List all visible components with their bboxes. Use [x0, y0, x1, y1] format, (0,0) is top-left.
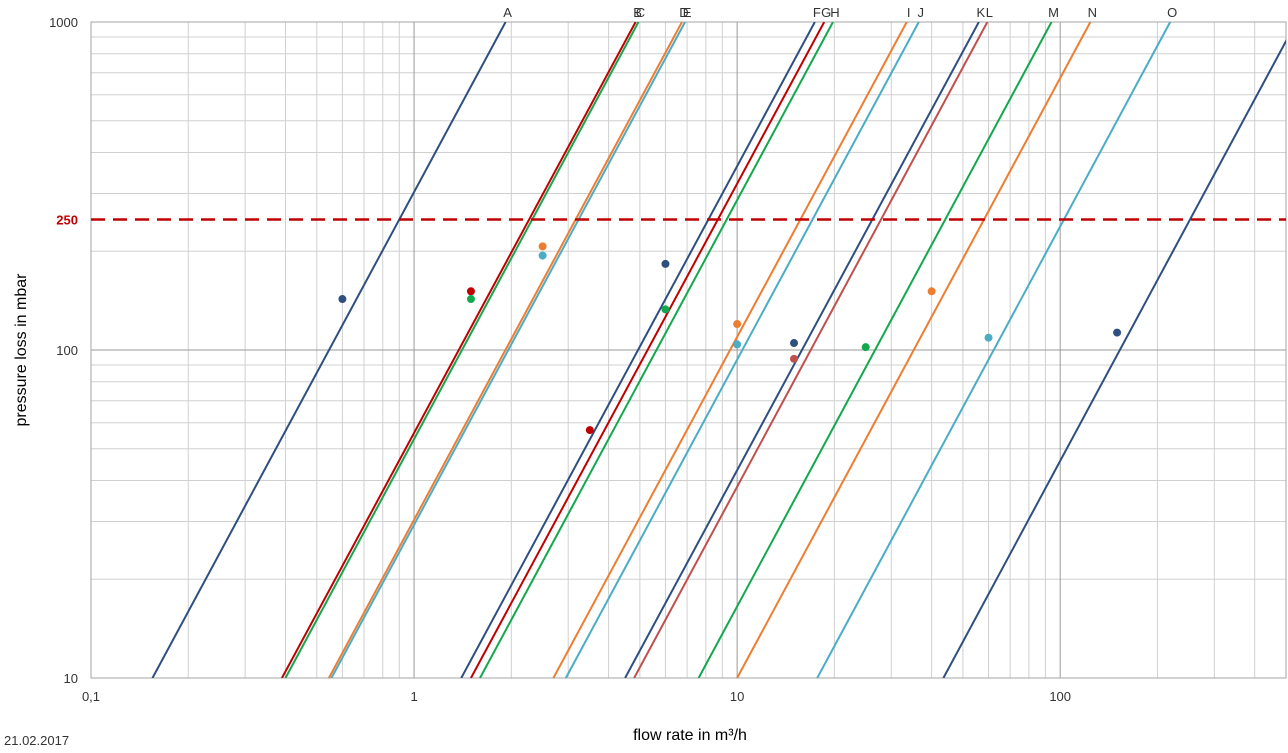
operating-point-d: [538, 242, 547, 251]
reference-line-label: 250: [56, 212, 78, 227]
date-stamp: 21.02.2017: [4, 733, 70, 748]
series-labels: ABCDEFGHIJKLMNOP: [503, 5, 1177, 20]
series-line-i: [552, 22, 908, 678]
series-label-m: M: [1048, 5, 1059, 20]
operating-point-e: [538, 251, 547, 260]
series-label-j: J: [918, 5, 925, 20]
series-line-a: [151, 22, 507, 678]
operating-point-f: [661, 259, 670, 268]
operating-point-a: [338, 295, 347, 304]
operating-point-b: [466, 287, 475, 296]
y-tick-label: 1000: [49, 15, 78, 30]
operating-point-m: [861, 343, 870, 352]
series-label-c: C: [636, 5, 645, 20]
operating-point-p: [1113, 328, 1122, 337]
series-line-p: [942, 38, 1286, 678]
series-line-l: [633, 22, 989, 678]
series-label-e: E: [683, 5, 692, 20]
series-label-b: B: [633, 5, 642, 20]
operating-point-l: [790, 354, 799, 363]
operating-point-j: [733, 340, 742, 349]
operating-point-o: [984, 333, 993, 342]
series-line-h: [479, 22, 834, 678]
series-label-o: O: [1167, 5, 1177, 20]
operating-point-i: [733, 320, 742, 329]
y-tick-labels: 10 100 1000: [49, 15, 78, 686]
series-label-k: K: [977, 5, 986, 20]
reference-line-group: 250: [56, 212, 1286, 227]
x-tick-label: 100: [1049, 689, 1071, 704]
series-label-l: L: [986, 5, 993, 20]
y-tick-label: 100: [56, 343, 78, 358]
y-tick-label: 10: [64, 671, 78, 686]
x-tick-labels: 0,1 1 10 100: [82, 689, 1071, 704]
operating-point-k: [790, 339, 799, 348]
series-line-d: [328, 22, 683, 678]
series-line-b: [281, 22, 637, 678]
operating-point-g: [585, 426, 594, 435]
operating-point-c: [466, 295, 475, 304]
x-axis-title: flow rate in m³/h: [633, 727, 747, 744]
x-tick-label: 1: [410, 689, 417, 704]
operating-point-h: [661, 305, 670, 314]
operating-point-n: [927, 287, 936, 296]
series-line-o: [816, 22, 1172, 678]
series-line-k: [624, 22, 980, 678]
series-line-f: [460, 22, 816, 678]
series-line-n: [736, 22, 1092, 678]
series-layer: [151, 22, 1286, 678]
series-label-a: A: [503, 5, 512, 20]
series-label-d: D: [679, 5, 688, 20]
series-line-g: [470, 22, 826, 678]
series-label-n: N: [1088, 5, 1097, 20]
plot-area-border: [90, 21, 1287, 679]
x-tick-label: 0,1: [82, 689, 100, 704]
series-label-f: F: [813, 5, 821, 20]
series-label-g: G: [821, 5, 831, 20]
y-axis-title: pressure loss in mbar: [13, 273, 30, 427]
series-label-i: I: [907, 5, 911, 20]
x-tick-label: 10: [730, 689, 744, 704]
operating-points: [338, 242, 1122, 435]
series-line-m: [697, 22, 1053, 678]
series-line-j: [564, 22, 920, 678]
series-label-h: H: [830, 5, 839, 20]
series-line-e: [330, 22, 686, 678]
series-line-c: [284, 22, 640, 678]
